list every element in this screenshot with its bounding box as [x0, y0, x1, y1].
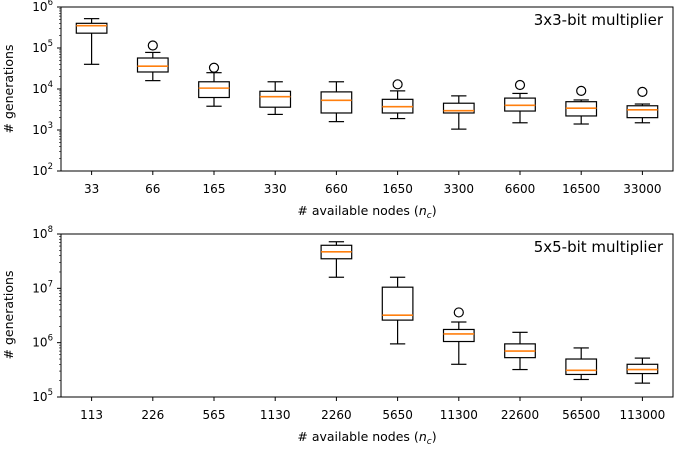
- outlier-marker: [392, 79, 403, 90]
- box-3x3-33: [75, 18, 108, 65]
- x-axis-label-subscript-5x5: c: [427, 437, 432, 447]
- box-iqr: [75, 22, 108, 34]
- x-tick-label-5x5-2: 565: [203, 408, 226, 422]
- x-tick-label-3x3-1: 66: [145, 182, 160, 196]
- x-tick-label-3x3-4: 660: [325, 182, 348, 196]
- y-tick-label-3x3-3: 105: [32, 39, 53, 55]
- box-group-3x3: [75, 18, 659, 130]
- x-axis-label-symbol-3x3: n: [419, 203, 427, 218]
- y-tick-label-5x5-2: 107: [32, 279, 53, 295]
- y-axis-label-5x5: # generations: [1, 271, 16, 360]
- box-3x3-6600: [504, 79, 536, 124]
- x-tick-label-5x5-4: 2260: [321, 408, 352, 422]
- panel-3x3-multiplier: 3x3-bit multiplier 102 103 104 105 106 33 66 1…: [1, 0, 674, 221]
- box-3x3-16500: [565, 85, 598, 125]
- box-3x3-660: [320, 81, 353, 123]
- x-tick-label-5x5-0: 113: [80, 408, 103, 422]
- plot-frame-5x5: [60, 233, 674, 398]
- box-3x3-165: [198, 62, 230, 107]
- y-tick-label-3x3-2: 104: [32, 80, 53, 96]
- x-axis-label-3x3: # available nodes (nc): [297, 203, 436, 221]
- y-tick-label-3x3-0: 102: [32, 162, 53, 178]
- box-5x5-5650: [381, 276, 414, 345]
- x-tick-label-5x5-6: 11300: [440, 408, 478, 422]
- box-3x3-33000: [626, 86, 659, 124]
- y-axis-label-3x3: # generations: [1, 45, 16, 134]
- y-axis-3x3: 102 103 104 105 106: [32, 0, 61, 178]
- x-tick-label-3x3-6: 3300: [444, 182, 475, 196]
- box-iqr: [565, 358, 598, 376]
- x-tick-label-3x3-9: 33000: [623, 182, 661, 196]
- box-5x5-11300: [442, 307, 475, 365]
- y-tick-label-5x5-3: 108: [32, 225, 53, 241]
- y-tick-label-5x5-1: 106: [32, 334, 53, 350]
- x-tick-label-5x5-7: 22600: [501, 408, 539, 422]
- x-tick-label-5x5-9: 113000: [619, 408, 665, 422]
- y-tick-label-3x3-4: 106: [32, 0, 53, 14]
- x-tick-label-3x3-8: 16500: [562, 182, 600, 196]
- box-iqr: [198, 81, 230, 99]
- x-tick-label-5x5-8: 56500: [562, 408, 600, 422]
- x-axis-label-text-5x5: # available nodes: [297, 429, 410, 444]
- box-3x3-66: [136, 40, 169, 82]
- panel-title-5x5: 5x5-bit multiplier: [534, 238, 664, 256]
- outlier-marker: [514, 79, 526, 91]
- box-iqr: [259, 90, 292, 108]
- x-tick-label-5x5-5: 5650: [382, 408, 413, 422]
- box-iqr: [626, 105, 659, 119]
- box-5x5-22600: [504, 331, 536, 371]
- x-tick-label-3x3-0: 33: [84, 182, 99, 196]
- box-3x3-330: [259, 81, 292, 116]
- y-tick-label-5x5-0: 105: [32, 388, 53, 404]
- box-5x5-113000: [626, 357, 659, 384]
- x-axis-label-symbol-5x5: n: [419, 429, 427, 444]
- box-group-5x5: [320, 241, 659, 384]
- x-tick-label-5x5-1: 226: [141, 408, 164, 422]
- box-iqr: [136, 57, 169, 73]
- x-tick-label-3x3-3: 330: [264, 182, 287, 196]
- x-tick-label-5x5-3: 1130: [260, 408, 291, 422]
- outlier-marker: [208, 62, 220, 73]
- box-5x5-2260: [320, 241, 353, 278]
- x-axis-label-5x5: # available nodes (nc): [297, 429, 436, 447]
- panel-title-3x3: 3x3-bit multiplier: [534, 11, 664, 29]
- plot-frame-3x3: [60, 6, 674, 172]
- box-iqr: [381, 286, 414, 321]
- x-axis-label-text-3x3: # available nodes: [297, 203, 410, 218]
- outlier-marker: [147, 40, 158, 51]
- box-iqr: [320, 91, 353, 114]
- y-axis-5x5: 105 106 107 108: [32, 225, 61, 404]
- box-3x3-1650: [381, 79, 414, 120]
- x-axis-3x3: 33 66 165 330 660 1650 3300 6600 16500 33000: [84, 171, 661, 196]
- outlier-marker: [453, 307, 464, 318]
- box-iqr: [442, 102, 475, 114]
- box-iqr: [442, 328, 475, 343]
- x-tick-label-3x3-2: 165: [203, 182, 226, 196]
- x-axis-5x5: 113 226 565 1130 2260 5650 11300 22600 56500 1130…: [80, 397, 665, 422]
- x-axis-label-subscript-3x3: c: [427, 211, 432, 221]
- outlier-marker: [637, 86, 648, 97]
- panel-5x5-multiplier: 5x5-bit multiplier 105 106 107 108 113 226 56…: [1, 225, 674, 447]
- y-tick-label-3x3-1: 103: [32, 121, 53, 137]
- box-5x5-56500: [565, 347, 598, 381]
- x-tick-label-3x3-7: 6600: [505, 182, 536, 196]
- x-tick-label-3x3-5: 1650: [382, 182, 413, 196]
- box-3x3-3300: [442, 95, 475, 130]
- outlier-marker: [576, 85, 587, 96]
